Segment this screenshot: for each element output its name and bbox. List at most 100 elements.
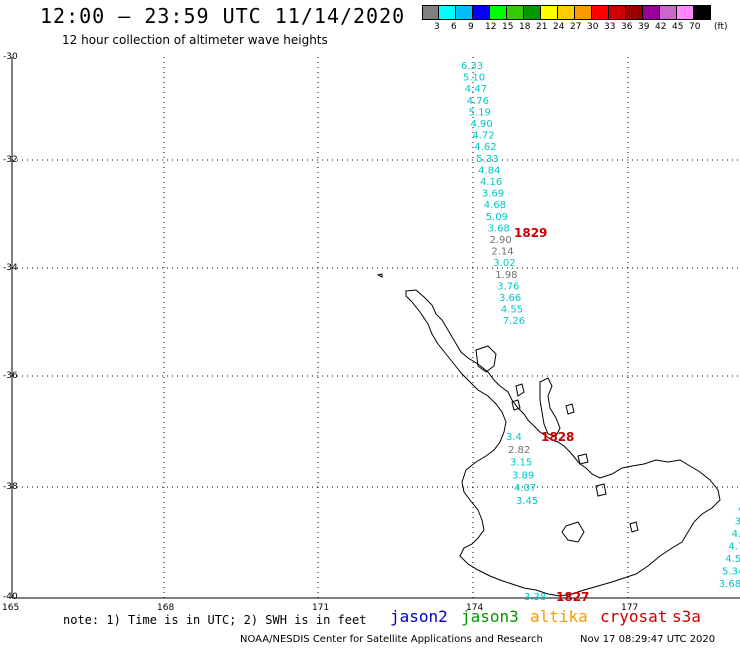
lon-label: 177 — [621, 603, 639, 613]
lat-label: -30 — [3, 52, 18, 62]
wave-height-value: 3.68 — [719, 579, 740, 590]
legend-swatch — [575, 5, 592, 20]
lake-taupo — [561, 521, 585, 543]
wave-height-value: 4.84 — [478, 165, 500, 176]
wave-height-value: 5.33 — [476, 154, 498, 165]
wave-height-value: 4.07 — [514, 483, 536, 494]
lat-label: -34 — [3, 263, 18, 273]
wave-height-value: 3.45 — [516, 496, 538, 507]
graticule — [12, 57, 740, 598]
lat-label: -32 — [3, 155, 18, 165]
wave-height-value: 3.4 — [506, 432, 522, 443]
pass-time-label: 1828 — [541, 430, 574, 444]
wave-height-value: 2.14 — [491, 247, 513, 258]
legend-label: 36 — [621, 22, 633, 32]
east-cape-islands — [577, 453, 639, 533]
legend-label: 33 — [604, 22, 616, 32]
legend-swatch — [643, 5, 660, 20]
legend-swatch — [609, 5, 626, 20]
mission-altika: altika — [530, 607, 588, 626]
mission-jason2: jason2 — [390, 607, 448, 626]
credit-line: NOAA/NESDIS Center for Satellite Applica… — [240, 634, 543, 645]
lon-label: 174 — [466, 603, 484, 613]
legend-swatch — [558, 5, 575, 20]
legend-label: 30 — [587, 22, 599, 32]
wave-height-value: 4.47 — [465, 84, 487, 95]
wave-height-value: 3.66 — [499, 293, 521, 304]
wave-height-value: 4 — [738, 504, 740, 515]
wave-height-value: 3.15 — [510, 458, 532, 469]
wave-height-value: 5.19 — [469, 107, 491, 118]
three-kings-island — [376, 273, 383, 278]
lat-label: -36 — [3, 371, 18, 381]
wave-height-value: 4.62 — [474, 142, 496, 153]
wave-height-value: 5.10 — [463, 73, 485, 84]
legend-swatch — [524, 5, 541, 20]
legend-swatch — [422, 5, 439, 20]
wave-height-value: 4. — [732, 529, 740, 540]
legend-swatch — [473, 5, 490, 20]
legend-label: 27 — [570, 22, 582, 32]
wave-height-value: 3. — [735, 517, 740, 528]
wave-height-value: 3.38 — [524, 592, 546, 603]
wave-height-value: 4.56 — [725, 554, 740, 565]
wave-height-value: 1.98 — [495, 270, 517, 281]
hauraki-gulf-islands — [511, 383, 575, 415]
legend-label: 24 — [553, 22, 565, 32]
wave-height-value: 4.90 — [471, 119, 493, 130]
wave-height-value: 2.90 — [490, 235, 512, 246]
map-title: 12:00 – 23:59 UTC 11/14/2020 — [40, 4, 406, 28]
legend-label: 15 — [502, 22, 514, 32]
wave-height-value: 4.76 — [467, 96, 489, 107]
lat-label: -38 — [3, 482, 18, 492]
wave-height-value: 4.68 — [484, 200, 506, 211]
legend-swatch — [456, 5, 473, 20]
mission-s3a: s3a — [672, 607, 701, 626]
map-subtitle: 12 hour collection of altimeter wave hei… — [62, 33, 328, 47]
legend-label: 9 — [468, 22, 474, 32]
legend-label: 18 — [519, 22, 531, 32]
mission-jason3: jason3 — [461, 607, 519, 626]
wave-height-value: 4.55 — [501, 305, 523, 316]
wave-height-value: 4.72 — [472, 131, 494, 142]
legend-swatch — [626, 5, 643, 20]
legend-swatch — [507, 5, 524, 20]
kaipara-harbour — [475, 345, 497, 373]
wave-height-value: 5.09 — [486, 212, 508, 223]
legend-swatch — [660, 5, 677, 20]
wave-height-value: 3.89 — [512, 470, 534, 481]
lon-label: 168 — [157, 603, 175, 613]
legend-swatch — [541, 5, 558, 20]
legend-label: 45 — [672, 22, 684, 32]
wave-height-value: 3.69 — [482, 189, 504, 200]
legend-label: 12 — [485, 22, 497, 32]
legend-label: 39 — [638, 22, 650, 32]
mission-cryosat: cryosat — [600, 607, 668, 626]
wave-height-value: 3.76 — [497, 281, 519, 292]
color-legend: 3 6 9 12 15 18 21 24 27 30 33 36 39 42 45 70 (ft) — [422, 5, 740, 32]
legend-swatch — [439, 5, 456, 20]
pass-time-label: 1827 — [556, 590, 589, 604]
wave-height-value: 7.26 — [503, 316, 525, 327]
legend-label: 42 — [655, 22, 667, 32]
pass-time-label: 1829 — [514, 226, 547, 240]
north-island-coastline — [405, 289, 721, 597]
legend-swatch — [592, 5, 609, 20]
wave-height-value: 6.33 — [461, 61, 483, 72]
wave-height-value: 5.34 — [722, 567, 740, 578]
legend-label: 6 — [451, 22, 457, 32]
coromandel-outline — [539, 377, 561, 437]
generation-timestamp: Nov 17 08:29:47 UTC 2020 — [580, 634, 716, 645]
wave-height-value: 4.16 — [480, 177, 502, 188]
legend-unit: (ft) — [714, 22, 728, 32]
altimeter-tracks: 6.335.104.474.765.194.904.724.625.334.84… — [461, 61, 740, 604]
legend-label: 3 — [434, 22, 440, 32]
legend-color-bar — [422, 5, 740, 20]
wave-height-value: 3.02 — [493, 258, 515, 269]
legend-label: 70 — [689, 22, 701, 32]
footer-note: note: 1) Time is in UTC; 2) SWH is in fe… — [63, 613, 367, 627]
lon-label: 165 — [2, 603, 20, 613]
legend-swatch — [694, 5, 711, 20]
lat-label: -40 — [3, 592, 18, 602]
